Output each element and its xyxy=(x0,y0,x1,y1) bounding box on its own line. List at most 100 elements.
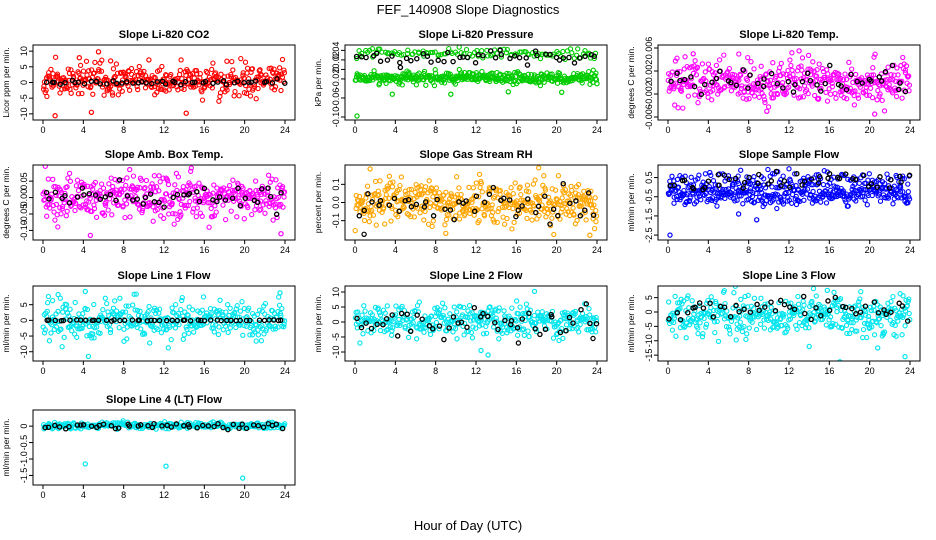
data-point xyxy=(710,314,717,320)
data-point xyxy=(403,55,410,62)
data-point xyxy=(182,309,188,315)
data-point xyxy=(507,55,513,62)
data-point xyxy=(445,49,451,56)
data-point xyxy=(840,188,846,194)
data-point xyxy=(442,305,448,311)
data-point xyxy=(113,61,120,67)
data-point xyxy=(119,177,126,184)
data-point xyxy=(443,189,449,195)
y-tick-label: 0.0 xyxy=(331,196,341,209)
data-point xyxy=(139,331,146,337)
data-point xyxy=(713,300,719,307)
data-point xyxy=(882,180,888,187)
series-1 xyxy=(352,165,600,238)
data-point xyxy=(74,194,81,200)
series-2 xyxy=(42,420,286,433)
data-point xyxy=(883,311,889,318)
data-point xyxy=(686,197,693,204)
data-point xyxy=(519,316,526,322)
data-point xyxy=(897,184,904,190)
data-point xyxy=(877,198,884,204)
data-point xyxy=(768,70,775,77)
data-point xyxy=(156,173,162,179)
panel-title: Slope Amb. Box Temp. xyxy=(105,149,224,161)
data-point xyxy=(809,302,815,308)
data-point xyxy=(281,194,287,200)
data-point xyxy=(179,294,185,301)
data-point xyxy=(129,317,136,323)
data-point xyxy=(67,178,74,184)
data-point xyxy=(136,63,142,70)
data-point xyxy=(495,326,501,333)
data-point xyxy=(572,311,578,317)
data-point xyxy=(103,199,109,205)
data-point xyxy=(868,80,875,87)
data-point xyxy=(743,336,749,343)
data-point xyxy=(774,325,780,331)
data-point xyxy=(243,425,250,432)
data-point xyxy=(560,183,567,189)
data-point xyxy=(410,319,416,326)
x-tick-label: 4 xyxy=(706,366,711,376)
data-point xyxy=(236,425,242,432)
data-point xyxy=(75,91,82,97)
x-tick-label: 8 xyxy=(121,366,126,376)
data-point xyxy=(433,185,440,191)
data-point xyxy=(370,212,377,218)
data-point xyxy=(228,71,234,78)
data-point xyxy=(186,76,192,82)
data-point xyxy=(196,198,203,205)
data-point xyxy=(794,170,800,177)
y-tick-label: -2.5 xyxy=(644,227,654,243)
data-point xyxy=(282,421,288,427)
data-point xyxy=(854,328,860,334)
data-point xyxy=(848,71,854,78)
data-point xyxy=(525,328,531,334)
x-tick-label: 8 xyxy=(433,245,438,255)
data-point xyxy=(222,323,229,329)
data-point xyxy=(859,80,865,86)
data-point xyxy=(754,301,760,308)
data-point xyxy=(110,78,116,84)
data-point xyxy=(256,319,262,326)
data-point xyxy=(102,295,108,301)
data-point xyxy=(665,77,671,84)
data-point xyxy=(106,196,113,202)
data-point xyxy=(712,329,718,336)
data-point xyxy=(703,324,709,330)
data-point xyxy=(481,213,488,219)
data-point xyxy=(103,74,109,80)
data-point xyxy=(237,202,244,209)
data-point xyxy=(511,219,517,226)
data-point xyxy=(741,179,748,186)
data-point xyxy=(42,424,48,431)
data-point xyxy=(124,193,131,199)
data-point-outlier xyxy=(872,111,878,117)
data-point xyxy=(480,55,486,61)
data-point xyxy=(432,305,438,312)
data-point xyxy=(277,317,284,324)
series-2 xyxy=(44,317,284,324)
data-point-outlier xyxy=(361,231,367,237)
data-point xyxy=(560,55,567,61)
data-point xyxy=(488,205,494,211)
data-point xyxy=(442,222,448,228)
data-point xyxy=(469,335,476,341)
data-point xyxy=(761,176,767,182)
data-point xyxy=(63,77,69,83)
data-point xyxy=(44,308,50,315)
data-point xyxy=(702,171,709,177)
data-point xyxy=(419,316,425,322)
data-point xyxy=(751,295,758,301)
data-point xyxy=(169,200,175,206)
data-point xyxy=(61,334,67,341)
data-point xyxy=(247,93,254,99)
data-point xyxy=(373,50,380,57)
data-point xyxy=(886,82,892,88)
y-tick-label: -5 xyxy=(644,322,654,330)
data-point xyxy=(583,217,589,223)
data-point xyxy=(694,64,701,70)
x-tick-label: 12 xyxy=(784,125,794,135)
data-point xyxy=(80,322,86,328)
